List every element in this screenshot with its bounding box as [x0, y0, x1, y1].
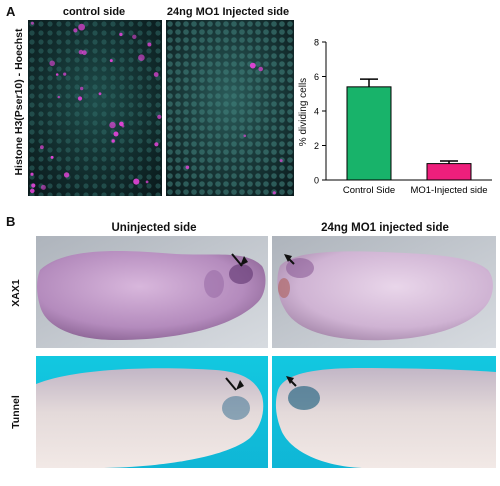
- nucleus-mark: [113, 131, 119, 137]
- column-header-24ng-mo1-injected-side: 24ng MO1 injected side: [321, 222, 449, 234]
- nucleus-mark: [147, 42, 152, 47]
- nucleus-mark: [98, 92, 102, 96]
- bar-chart-svg: 0 2 4 6 8 Control Side MO1-Injected side: [314, 38, 492, 196]
- nucleus-mark: [40, 145, 44, 150]
- fluorescence-image-mo1-injected: [166, 20, 294, 196]
- y-tick-label: 4: [314, 107, 319, 117]
- panel-a-row-label: Histone H3(Pser10) - Hoechst: [13, 28, 25, 176]
- column-header-mo1-injected-side: 24ng MO1 Injected side: [166, 6, 290, 18]
- nucleus-mark: [63, 172, 70, 178]
- nucleus-mark: [111, 139, 115, 143]
- nucleus-mark: [138, 54, 145, 61]
- y-tick-label: 8: [314, 38, 319, 48]
- nucleus-mark: [40, 184, 46, 190]
- y-tick-label: 2: [314, 141, 319, 151]
- bar-chart: 0 2 4 6 8 Control Side MO1-Injected side: [296, 24, 500, 204]
- row-label-xax1: XAX1: [10, 279, 22, 307]
- nucleus-mark: [31, 183, 36, 188]
- bar: [346, 86, 392, 181]
- row-label-tunnel: Tunnel: [10, 395, 22, 429]
- nucleus-mark: [30, 21, 34, 25]
- panel-letter-b: B: [6, 214, 16, 229]
- nucleus-mark: [50, 155, 54, 159]
- panel-letter-a: A: [6, 4, 16, 19]
- nucleus-mark: [243, 134, 247, 138]
- nucleus-mark: [78, 23, 85, 31]
- nucleus-mark: [55, 73, 59, 76]
- nucleus-mark: [258, 66, 263, 72]
- nucleus-mark: [249, 62, 256, 69]
- nucleus-mark: [77, 96, 83, 101]
- fluorescence-image-control: [28, 20, 162, 196]
- x-tick-label: MO1-Injected side: [410, 185, 487, 196]
- column-header-uninjected-side: Uninjected side: [111, 222, 197, 234]
- nucleus-mark: [57, 95, 60, 99]
- nucleus-mark: [73, 28, 78, 33]
- nucleus-mark: [109, 121, 116, 129]
- in-situ-image-uninjected: [36, 236, 268, 348]
- nucleus-mark: [80, 86, 84, 91]
- y-axis-label: % dividing cells: [298, 77, 309, 147]
- x-tick-label: Control Side: [343, 185, 395, 196]
- tunnel-image-mo1-injected: [272, 356, 496, 468]
- nucleus-mark: [133, 178, 140, 185]
- nucleus-mark: [185, 165, 190, 170]
- nucleus-mark: [119, 32, 123, 37]
- nucleus-mark: [30, 188, 35, 194]
- nucleus-mark: [30, 172, 34, 176]
- nucleus-mark: [63, 72, 67, 76]
- nucleus-mark: [132, 34, 137, 39]
- tunnel-image-uninjected: [36, 356, 268, 468]
- y-tick-label: 6: [314, 72, 319, 82]
- nucleus-mark: [154, 142, 159, 147]
- nucleus-mark: [109, 59, 113, 63]
- nucleus-mark: [145, 180, 149, 184]
- nucleus-mark: [153, 72, 159, 77]
- nucleus-mark: [49, 60, 55, 67]
- nucleus-mark: [119, 121, 124, 127]
- nucleus-mark: [272, 191, 276, 195]
- nucleus-mark: [82, 50, 87, 56]
- nucleus-mark: [157, 114, 162, 119]
- in-situ-image-mo1-injected: [272, 236, 496, 348]
- nucleus-mark: [279, 159, 283, 163]
- bar: [426, 163, 472, 181]
- column-header-control-side: control side: [62, 6, 126, 18]
- y-tick-label: 0: [314, 176, 319, 186]
